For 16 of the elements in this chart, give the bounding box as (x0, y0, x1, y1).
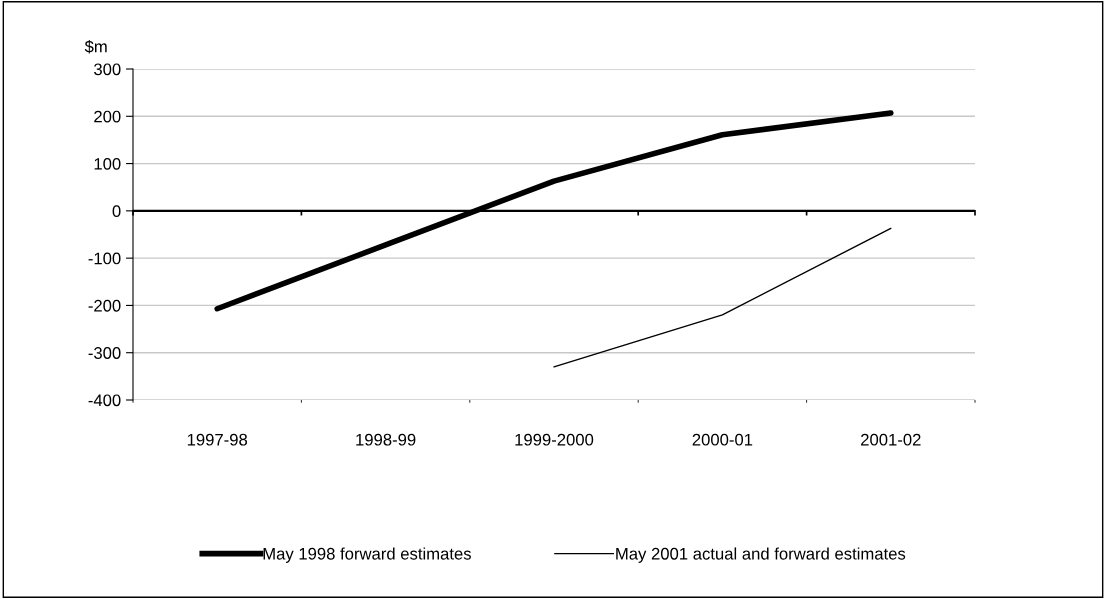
y-tick-label: -300 (88, 347, 121, 359)
x-tick-label: 1997-98 (187, 433, 248, 446)
y-axis-title: $m (84, 39, 107, 54)
legend-label: May 2001 actual and forward estimates (616, 547, 906, 563)
y-tick-label: 0 (112, 205, 121, 218)
x-tick-label: 2000-01 (692, 433, 753, 446)
x-tick-label: 2001-02 (861, 433, 921, 446)
y-tick-label: -200 (88, 299, 121, 312)
legend-label: May 1998 forward estimates (263, 547, 471, 563)
x-tick-label: 1998-99 (356, 433, 416, 446)
y-tick-label: 100 (94, 157, 121, 170)
y-tick-label: -100 (88, 252, 121, 265)
y-tick-label: -400 (88, 394, 121, 407)
y-tick-label: 200 (94, 110, 121, 123)
y-tick-label: 300 (94, 63, 121, 76)
x-tick-label: 1999-2000 (515, 433, 594, 446)
